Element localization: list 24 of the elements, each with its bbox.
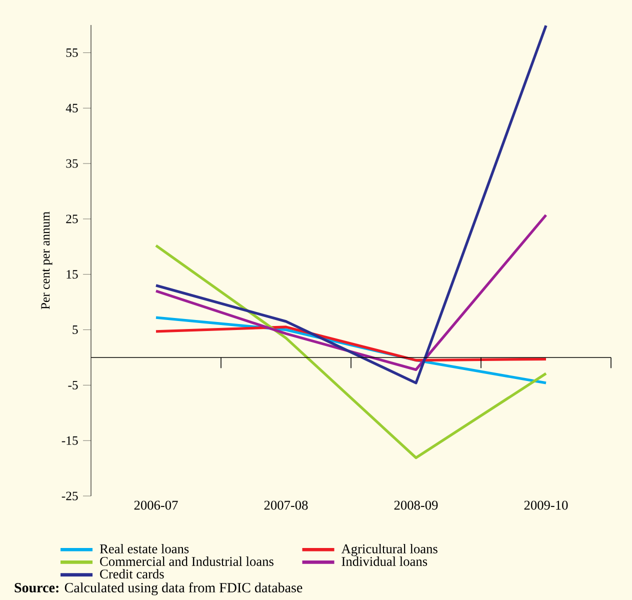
y-tick-label: -25 <box>62 492 78 500</box>
x-tick-label: 2007-08 <box>264 500 308 510</box>
legend-label: Credit cards <box>100 569 164 579</box>
y-tick-label: 5 <box>72 326 78 334</box>
y-tick-label: 35 <box>66 159 78 168</box>
y-axis-title: Per cent per annum <box>41 212 52 310</box>
line-series <box>154 244 548 460</box>
y-tick-label: -5 <box>68 380 78 390</box>
line-series <box>154 214 548 371</box>
legend-label: Commercial and Industrial loans <box>100 556 274 566</box>
y-tick-label: 55 <box>66 48 78 57</box>
x-tick-label: 2006-07 <box>134 500 178 510</box>
y-tick-label: 15 <box>66 270 78 279</box>
line-series <box>154 24 548 384</box>
x-tick-label: 2008-09 <box>394 500 438 510</box>
text: Source: Calculated using data from FDIC database <box>14 582 302 596</box>
y-tick-label: 45 <box>66 104 78 112</box>
legend-label: Real estate loans <box>100 544 189 554</box>
y-tick-label: 25 <box>66 214 78 224</box>
line-series <box>154 326 548 362</box>
legend-label: Agricultural loans <box>341 544 438 556</box>
legend-label: Individual loans <box>342 556 428 566</box>
y-tick-label: -15 <box>62 436 78 445</box>
x-tick-label: 2009-10 <box>524 500 568 510</box>
